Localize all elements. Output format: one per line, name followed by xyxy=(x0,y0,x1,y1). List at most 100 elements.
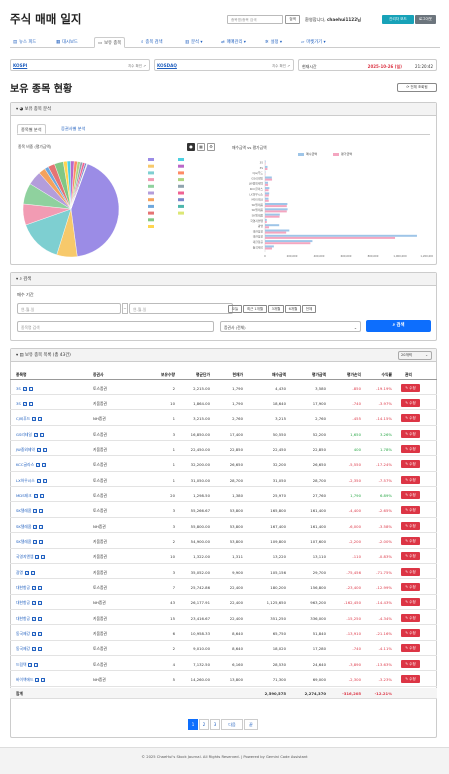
buy-bar[interactable] xyxy=(265,176,272,179)
show-all-button[interactable]: ⟳ 전체 조회됨 xyxy=(397,83,437,92)
edit-button[interactable]: ✎ 수정 xyxy=(401,506,420,515)
pie-slice[interactable] xyxy=(70,163,120,257)
quick-3month-button[interactable]: 3개월 xyxy=(268,305,284,313)
info-link-icon[interactable]: i xyxy=(38,417,43,422)
col-eval[interactable]: 평가금액 xyxy=(312,372,326,377)
tab-by-broker[interactable]: 증권사별 분석 xyxy=(61,126,86,131)
eval-bar[interactable] xyxy=(265,205,287,208)
page-1-button[interactable]: 1 xyxy=(188,719,198,730)
tab-market[interactable]: ▱ 마켓가기 ▾ xyxy=(298,37,329,48)
per-page-select[interactable]: 20개씩 ⌄ xyxy=(398,351,432,360)
holdings-card-header[interactable]: ▾ ▤ 보유 종목 목록 (총 43건) xyxy=(11,349,436,362)
edit-button[interactable]: ✎ 수정 xyxy=(401,414,420,423)
chart-link-icon[interactable]: ↗ xyxy=(33,540,38,544)
info-link-icon[interactable]: i xyxy=(37,601,42,606)
edit-button[interactable]: ✎ 수정 xyxy=(401,398,420,407)
stock-name[interactable]: 바이액에드 ↗ i xyxy=(16,677,46,683)
info-link-icon[interactable]: i xyxy=(39,432,44,437)
edit-button[interactable]: ✎ 수정 xyxy=(401,490,420,499)
info-link-icon[interactable]: i xyxy=(41,555,46,560)
chart-link-icon[interactable]: ↗ xyxy=(35,678,40,683)
quick-6month-button[interactable]: 6개월 xyxy=(285,305,301,313)
col-pl[interactable]: 평가손익 xyxy=(347,372,361,377)
tab-trade-management[interactable]: ⇄ 매매관리 ▾ xyxy=(218,37,249,48)
buy-bar[interactable] xyxy=(265,213,280,216)
stock-name[interactable]: 국영지앤엠 ↗ i xyxy=(16,554,46,560)
chart-link-icon[interactable]: ↗ xyxy=(25,570,29,575)
buy-bar[interactable] xyxy=(265,187,270,190)
col-avg[interactable]: 평균단가 xyxy=(196,372,210,377)
info-link-icon[interactable]: i xyxy=(39,509,44,514)
info-link-icon[interactable]: i xyxy=(34,662,39,667)
logout-button[interactable]: 로그아웃 xyxy=(415,15,436,24)
col-cur[interactable]: 현재가 xyxy=(232,372,243,377)
info-link-icon[interactable]: i xyxy=(39,524,44,529)
col-name[interactable]: 종목명 xyxy=(16,372,27,377)
kosdaq-check-link[interactable]: 지수 확인 ↗ xyxy=(271,63,290,68)
eval-bar[interactable] xyxy=(265,168,268,170)
info-link-icon[interactable]: i xyxy=(37,616,42,621)
tab-news-feed[interactable]: ▤ 뉴스 피드 xyxy=(10,37,39,48)
chart-link-icon[interactable]: ↗ xyxy=(33,524,38,529)
stock-name[interactable]: 드림텍 ↗ i xyxy=(16,662,39,668)
page-3-button[interactable]: 3 xyxy=(210,719,220,730)
edit-button[interactable]: ✎ 수정 xyxy=(401,444,420,453)
stock-name[interactable]: MDS테크 ↗ i xyxy=(16,493,44,499)
stock-name[interactable]: 대한항공 ↗ i xyxy=(16,600,42,606)
stock-name[interactable]: CJ씨푸드 ↗ i xyxy=(16,416,43,422)
stock-name[interactable]: 대한항공 ↗ i xyxy=(16,616,42,622)
edit-button[interactable]: ✎ 수정 xyxy=(401,583,420,592)
stock-name[interactable]: 동국제강 ↗ i xyxy=(16,631,42,637)
buy-bar[interactable] xyxy=(265,203,288,205)
broker-select[interactable]: 증권사 (전체) ⌄ xyxy=(220,321,361,332)
col-qty[interactable]: 보유수량 xyxy=(161,372,175,377)
edit-button[interactable]: ✎ 수정 xyxy=(401,552,420,561)
settings-view-icon[interactable]: ⚙ xyxy=(207,143,215,151)
stock-name[interactable]: JW중외제약 ↗ i xyxy=(16,447,47,453)
chart-link-icon[interactable]: ↗ xyxy=(31,616,36,621)
buy-bar[interactable] xyxy=(265,234,417,237)
col-rate[interactable]: 수익률 xyxy=(381,372,392,377)
stock-name-input[interactable]: 종목명 검색 xyxy=(17,321,214,332)
eval-bar[interactable] xyxy=(265,183,269,186)
chart-link-icon[interactable]: ↗ xyxy=(31,601,36,606)
start-date-input[interactable]: 연-월-일 xyxy=(17,303,121,314)
info-link-icon[interactable]: i xyxy=(37,632,42,637)
buy-bar[interactable] xyxy=(265,165,268,168)
chart-link-icon[interactable]: ↗ xyxy=(33,509,38,514)
tab-holdings[interactable]: ▭ 보유 종목 xyxy=(94,37,126,48)
col-buy[interactable]: 매수금액 xyxy=(272,372,286,377)
tab-by-stock[interactable]: 종목별 분석 xyxy=(17,124,46,134)
eval-bar[interactable] xyxy=(265,226,270,229)
buy-bar[interactable] xyxy=(265,240,313,243)
stock-name[interactable]: 대한항공 ↗ i xyxy=(16,585,42,591)
chart-link-icon[interactable]: ↗ xyxy=(36,478,41,483)
stock-name[interactable]: SK텔레콤 ↗ i xyxy=(16,539,44,545)
info-link-icon[interactable]: i xyxy=(28,386,33,391)
edit-button[interactable]: ✎ 수정 xyxy=(401,475,420,484)
eval-bar[interactable] xyxy=(265,215,280,218)
buy-bar[interactable] xyxy=(265,192,270,195)
buy-bar[interactable] xyxy=(265,218,267,221)
eval-bar[interactable] xyxy=(265,236,396,239)
eval-bar[interactable] xyxy=(265,178,273,181)
buy-bar[interactable] xyxy=(265,208,288,211)
buy-bar[interactable] xyxy=(265,181,269,184)
edit-button[interactable]: ✎ 수정 xyxy=(401,383,420,392)
filter-card-header[interactable]: ▾ ⌕ 검색 xyxy=(11,273,436,286)
tab-analysis[interactable]: ▥ 분석 ▾ xyxy=(182,37,206,48)
chart-link-icon[interactable]: ↗ xyxy=(22,386,27,391)
filter-search-button[interactable]: ⌕ 검색 xyxy=(366,320,431,332)
chart-link-icon[interactable]: ↗ xyxy=(35,555,40,560)
info-link-icon[interactable]: i xyxy=(37,647,42,652)
info-link-icon[interactable]: i xyxy=(39,540,44,544)
kospi-check-link[interactable]: 지수 확인 ↗ xyxy=(127,63,146,68)
chart-link-icon[interactable]: ↗ xyxy=(33,493,38,498)
edit-button[interactable]: ✎ 수정 xyxy=(401,521,420,530)
eval-bar[interactable] xyxy=(265,194,269,197)
info-link-icon[interactable]: i xyxy=(28,401,33,406)
page-2-button[interactable]: 2 xyxy=(199,719,209,730)
buy-bar[interactable] xyxy=(265,160,266,163)
header-search-input[interactable]: 종목명/종목 검색 xyxy=(227,15,283,24)
chart-link-icon[interactable]: ↗ xyxy=(32,417,37,422)
